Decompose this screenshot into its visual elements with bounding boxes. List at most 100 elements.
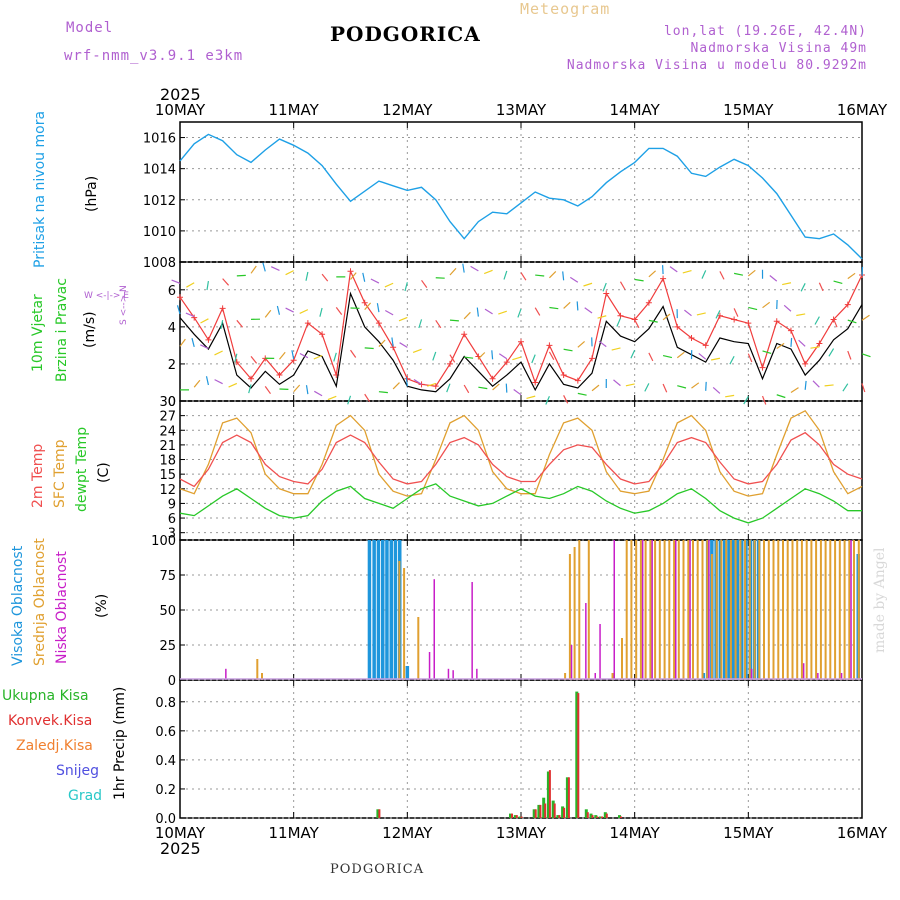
x-tick-label-bottom: 15MAY xyxy=(723,824,774,842)
wind-direction-arrow xyxy=(698,352,707,360)
model-elevation: Nadmorska Visina u modelu 80.9292m xyxy=(566,58,867,73)
t2m-temp-line xyxy=(179,431,863,488)
wind-ylabel-1: 10m Vjetar xyxy=(30,294,46,372)
cloud-bar xyxy=(777,540,780,680)
cloud-bar xyxy=(658,540,661,680)
temp-unit: (C) xyxy=(96,462,112,483)
pressure-ylabel: Pritisak na nivou mora xyxy=(32,111,48,268)
wind-direction-arrow xyxy=(483,269,493,275)
cloud-bar xyxy=(573,547,576,680)
dewpt-temp-line xyxy=(179,483,862,524)
wind-direction-arrow xyxy=(701,270,707,279)
precip-convective-bar xyxy=(577,693,580,818)
wind-direction-arrow xyxy=(804,380,807,390)
cloud-bar xyxy=(802,663,805,680)
cloud-bar xyxy=(447,668,450,680)
wind-direction-arrow xyxy=(833,280,843,284)
wind-direction-arrow xyxy=(790,387,799,394)
cloud-bar xyxy=(398,561,401,680)
precip-total-bar xyxy=(532,809,536,818)
x-tick-label-top: 10MAY xyxy=(155,101,206,119)
wind-direction-arrow xyxy=(619,281,626,290)
cloud-bar xyxy=(256,659,259,680)
precip-convective-bar xyxy=(539,804,542,818)
wind-direction-arrow xyxy=(449,319,459,322)
x-tick-label-top: 12MAY xyxy=(382,101,433,119)
cloud-bar xyxy=(850,540,852,680)
y-tick-label: 0.4 xyxy=(155,754,176,769)
panel-frame-5 xyxy=(179,679,863,819)
wind-direction-arrow xyxy=(691,382,700,389)
cloud-bar xyxy=(750,668,753,680)
product-title: Meteogram xyxy=(520,0,611,18)
cloud-bar xyxy=(848,540,851,680)
cloud-bar xyxy=(727,540,731,680)
cloud-bar xyxy=(594,673,596,680)
cloud-bar xyxy=(452,670,454,680)
wind-direction-arrow xyxy=(520,272,527,281)
wind-direction-arrow xyxy=(584,307,593,314)
wind-direction-arrow xyxy=(364,302,372,311)
wind-direction-arrow xyxy=(498,353,508,360)
wind-gust-marker xyxy=(489,375,496,382)
wind-direction-arrow xyxy=(783,304,792,312)
wind-direction-arrow xyxy=(761,395,767,405)
cloud-bar xyxy=(376,540,381,680)
wind-direction-arrow xyxy=(413,378,422,385)
wind-direction-arrow xyxy=(421,279,428,288)
wind-gust-marker xyxy=(319,331,326,338)
wind-direction-arrow xyxy=(350,349,357,358)
wind-direction-arrow xyxy=(602,282,607,292)
y-tick-label: 4 xyxy=(168,321,176,336)
model-name: wrf-nmm_v3.9.1 e3km xyxy=(64,48,244,64)
cloud-bar xyxy=(834,540,837,680)
cloud-bar xyxy=(417,617,420,680)
cloud-bar xyxy=(433,579,435,680)
wind-direction-arrow xyxy=(234,353,238,363)
cloud-bar xyxy=(613,540,615,680)
cloud-bar xyxy=(805,540,808,680)
wind-direction-arrow xyxy=(362,272,366,282)
cloud-bar xyxy=(744,540,747,680)
wind-direction-arrow xyxy=(769,275,778,282)
precip-total-bar xyxy=(565,777,569,818)
wind-gust-marker xyxy=(205,336,212,343)
x-tick-label-top: 11MAY xyxy=(269,101,320,119)
wind-direction-arrow xyxy=(200,344,209,350)
precip-convective-bar xyxy=(586,812,589,818)
wind-gust-marker xyxy=(603,290,610,297)
wind-direction-arrow xyxy=(412,348,422,353)
wind-direction-arrow xyxy=(264,309,272,318)
wind-direction-arrow xyxy=(449,267,457,276)
panel-frame-1 xyxy=(179,121,863,263)
wind-direction-arrow xyxy=(790,337,793,347)
cloud-ylabel-high: Visoka Oblacnost xyxy=(10,545,26,666)
wind-gust-marker xyxy=(674,323,681,330)
cloud-bar xyxy=(570,645,573,680)
precip-convective-bar xyxy=(591,815,594,818)
wind-direction-arrow xyxy=(719,271,725,280)
wind-direction-arrow xyxy=(676,351,685,359)
wind-direction-arrow xyxy=(492,383,500,391)
cloud-bar xyxy=(578,540,581,680)
wind-direction-arrow xyxy=(378,391,388,394)
wind-direction-arrow xyxy=(712,386,721,394)
wind-direction-arrow xyxy=(248,384,252,394)
wind-direction-arrow xyxy=(347,395,352,405)
sfc-temp-line xyxy=(179,409,863,497)
wind-direction-arrow xyxy=(583,282,593,287)
precip-convective-bar xyxy=(378,809,381,818)
cloud-bar xyxy=(621,638,623,680)
cloud-bar xyxy=(706,540,709,680)
cloud-bar xyxy=(758,540,761,680)
cloud-bar xyxy=(389,540,393,680)
wind-direction-arrow xyxy=(800,283,806,292)
wind-direction-arrow xyxy=(814,316,820,325)
wind-direction-arrow xyxy=(734,272,744,276)
wind-gust-marker xyxy=(191,314,198,321)
y-tick-label: 0.8 xyxy=(155,696,176,711)
wind-gust-marker xyxy=(219,305,226,312)
wind-direction-arrow xyxy=(435,319,442,329)
wind-direction-arrow xyxy=(591,384,600,392)
cloud-bar xyxy=(651,540,653,680)
